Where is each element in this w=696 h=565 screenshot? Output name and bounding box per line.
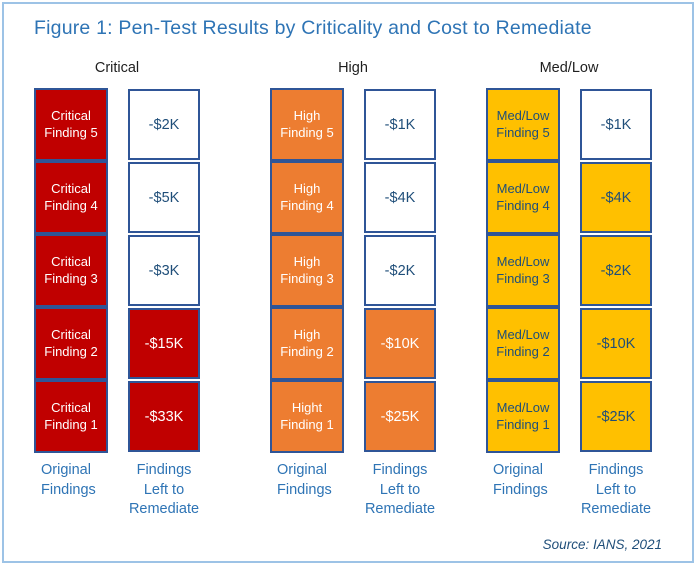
group-medlow-header: Med/Low bbox=[539, 60, 599, 76]
findings-left-label: Findings Left to Remediate bbox=[580, 462, 652, 518]
cost-box: -$2K bbox=[364, 235, 436, 306]
high-original-column: High Finding 5 High Finding 4 High Findi… bbox=[270, 88, 344, 454]
finding-box: High Finding 3 bbox=[270, 234, 344, 307]
cost-box-highlighted: -$2K bbox=[580, 235, 652, 306]
cost-box-highlighted: -$25K bbox=[580, 381, 652, 452]
group-high-header: High bbox=[338, 60, 368, 76]
cost-box: -$2K bbox=[128, 89, 200, 160]
finding-box: Med/Low Finding 2 bbox=[486, 307, 560, 380]
finding-box: Med/Low Finding 1 bbox=[486, 380, 560, 453]
critical-original-column: Critical Finding 5 Critical Finding 4 Cr… bbox=[34, 88, 108, 454]
findings-left-label: Findings Left to Remediate bbox=[364, 462, 436, 518]
finding-box: Critical Finding 1 bbox=[34, 380, 108, 453]
finding-box: Med/Low Finding 5 bbox=[486, 88, 560, 161]
finding-box: Critical Finding 3 bbox=[34, 234, 108, 307]
finding-box: Med/Low Finding 4 bbox=[486, 161, 560, 234]
group-critical: Critical Critical Finding 5 Critical Fin… bbox=[34, 60, 200, 520]
original-findings-label: Original Findings bbox=[277, 462, 332, 498]
finding-box: Critical Finding 5 bbox=[34, 88, 108, 161]
finding-box: Hight Finding 1 bbox=[270, 380, 344, 453]
finding-box: High Finding 5 bbox=[270, 88, 344, 161]
cost-box-highlighted: -$10K bbox=[364, 308, 436, 379]
group-medlow: Med/Low Med/Low Finding 5 Med/Low Findin… bbox=[486, 60, 652, 520]
cost-box-highlighted: -$25K bbox=[364, 381, 436, 452]
cost-box: -$4K bbox=[364, 162, 436, 233]
cost-box: -$3K bbox=[128, 235, 200, 306]
findings-left-label: Findings Left to Remediate bbox=[128, 462, 200, 518]
figure-title: Figure 1: Pen-Test Results by Criticalit… bbox=[34, 17, 592, 39]
high-remediate-column: -$1K -$4K -$2K -$10K -$25K bbox=[364, 88, 436, 454]
cost-box-highlighted: -$15K bbox=[128, 308, 200, 379]
group-high: High High Finding 5 High Finding 4 High … bbox=[270, 60, 436, 520]
critical-remediate-column: -$2K -$5K -$3K -$15K -$33K bbox=[128, 88, 200, 454]
finding-box: High Finding 2 bbox=[270, 307, 344, 380]
group-critical-header: Critical bbox=[94, 60, 140, 76]
finding-box: Med/Low Finding 3 bbox=[486, 234, 560, 307]
medlow-remediate-column: -$1K -$4K -$2K -$10K -$25K bbox=[580, 88, 652, 454]
original-findings-label: Original Findings bbox=[41, 462, 96, 498]
original-findings-label: Original Findings bbox=[493, 462, 548, 498]
cost-box-highlighted: -$4K bbox=[580, 162, 652, 233]
finding-box: Critical Finding 4 bbox=[34, 161, 108, 234]
finding-box: High Finding 4 bbox=[270, 161, 344, 234]
cost-box-highlighted: -$10K bbox=[580, 308, 652, 379]
cost-box-highlighted: -$33K bbox=[128, 381, 200, 452]
cost-box: -$1K bbox=[580, 89, 652, 160]
source-note: Source: IANS, 2021 bbox=[542, 537, 662, 552]
medlow-original-column: Med/Low Finding 5 Med/Low Finding 4 Med/… bbox=[486, 88, 560, 454]
finding-box: Critical Finding 2 bbox=[34, 307, 108, 380]
cost-box: -$1K bbox=[364, 89, 436, 160]
cost-box: -$5K bbox=[128, 162, 200, 233]
